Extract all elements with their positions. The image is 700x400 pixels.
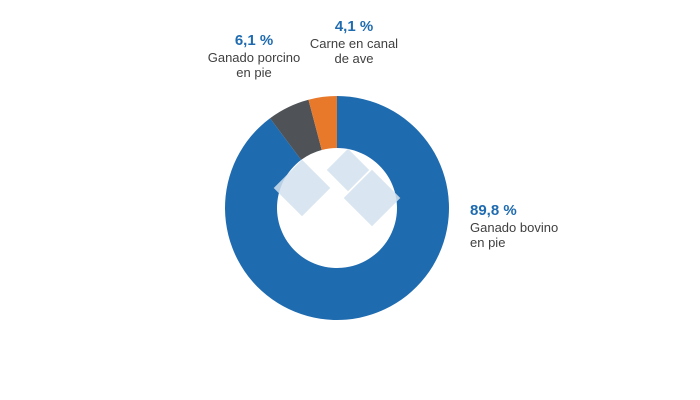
category-label: Carne en canal de ave: [309, 36, 399, 66]
data-label: 4,1 % Carne en canal de ave: [302, 18, 406, 66]
donut-slice: [308, 96, 337, 150]
value-label: 6,1 %: [234, 32, 274, 49]
value-label: 4,1 %: [334, 18, 374, 35]
logo-diamond: [326, 148, 370, 192]
value-label: 89,8 %: [470, 202, 517, 219]
data-label: 89,8 % Ganado bovino en pie: [470, 202, 560, 250]
data-label: 6,1 % Ganado porcino en pie: [199, 32, 309, 80]
donut-slice: [270, 99, 322, 160]
category-label: Ganado porcino en pie: [207, 50, 301, 80]
category-label: Ganado bovino en pie: [470, 220, 559, 250]
donut-slice: [224, 96, 449, 320]
